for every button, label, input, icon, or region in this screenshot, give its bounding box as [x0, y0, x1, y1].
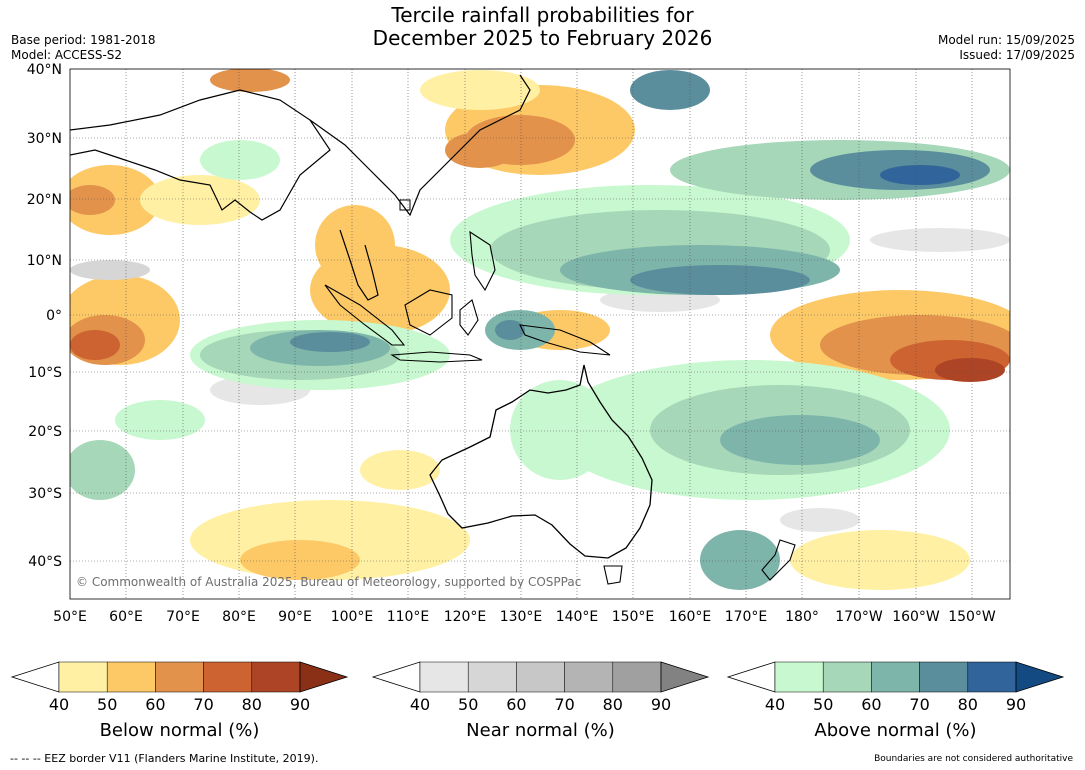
colorbar-segment	[564, 661, 614, 693]
colorbar-segment	[106, 661, 156, 693]
colorbar-tick-label: 50	[97, 695, 117, 714]
colorbar-title: Near normal (%)	[466, 720, 615, 741]
colorbar-segment	[467, 661, 517, 693]
australia-coastline	[429, 364, 653, 585]
latitude-label: 40°S	[28, 554, 62, 570]
copyright-notice: © Commonwealth of Australia 2025, Bureau…	[76, 575, 581, 589]
colorbar-tick-label: 70	[909, 695, 929, 714]
colorbar-3: 40 50 60 70 80 90 Above normal (%)	[726, 661, 1065, 741]
latitude-labels: 40°N 30°N 20°N 10°N 0° 10°S 20°S 30°S 40°S	[27, 62, 62, 570]
longitude-label: 140°E	[556, 609, 599, 625]
colorbar-tick-label: 80	[242, 695, 262, 714]
longitude-label: 170°E	[725, 609, 768, 625]
longitude-label: 70°E	[166, 609, 200, 625]
longitude-label: 150°E	[612, 609, 655, 625]
latitude-label: 30°S	[28, 486, 62, 502]
colorbar-tick-label: 40	[410, 695, 430, 714]
colorbar-segment	[612, 661, 662, 693]
colorbar-tick-label: 50	[458, 695, 478, 714]
colorbar-tick-label: 90	[1006, 695, 1026, 714]
colorbar-high-extension	[660, 661, 710, 693]
maritime-islands	[324, 199, 796, 581]
title-line-2: December 2025 to February 2026	[372, 26, 713, 50]
asia-coastline	[70, 74, 531, 301]
colorbar-1: 40 50 60 70 80 90 Below normal (%)	[10, 661, 349, 741]
map-title: Tercile rainfall probabilities for Decem…	[0, 4, 1085, 50]
colorbar-tick-label: 50	[813, 695, 833, 714]
latitude-label: 20°N	[27, 192, 62, 208]
longitude-label: 100°E	[331, 609, 374, 625]
model-info: Base period: 1981-2018 Model: ACCESS-S2	[11, 33, 156, 63]
latitude-label: 10°S	[28, 365, 62, 381]
colorbar-tick-label: 60	[145, 695, 165, 714]
latitude-label: 10°N	[27, 253, 62, 269]
colorbar-tick-label: 60	[506, 695, 526, 714]
colorbar-segment	[251, 661, 301, 693]
colorbar-low-extension	[726, 661, 776, 693]
colorbar-segment	[58, 661, 108, 693]
colorbar-segment	[871, 661, 920, 693]
longitude-label: 180°	[785, 609, 819, 625]
colorbar-low-extension	[10, 661, 60, 693]
colorbar-high-extension	[299, 661, 349, 693]
latitude-label: 30°N	[27, 131, 62, 147]
colorbar-low-extension	[371, 661, 421, 693]
colorbar-segment	[155, 661, 204, 693]
colorbar-high-extension	[1015, 661, 1065, 693]
latitude-label: 40°N	[27, 62, 62, 78]
longitude-label: 160°E	[669, 609, 712, 625]
latitude-label: 20°S	[28, 424, 62, 440]
colorbar-segment	[967, 661, 1017, 693]
eez-note: -- -- -- EEZ border V11 (Flanders Marine…	[10, 752, 319, 765]
map-area: © Commonwealth of Australia 2025, Bureau…	[70, 69, 1010, 599]
colorbar-title: Above normal (%)	[814, 720, 976, 741]
colorbar-tick-label: 40	[765, 695, 785, 714]
colorbar-tick-label: 90	[290, 695, 310, 714]
issued-date: Issued: 17/09/2025	[959, 48, 1075, 62]
longitude-label: 150°W	[948, 609, 996, 625]
base-period: Base period: 1981-2018	[11, 33, 156, 47]
run-info: Model run: 15/09/2025 Issued: 17/09/2025	[938, 33, 1075, 63]
model-name: Model: ACCESS-S2	[11, 48, 123, 62]
colorbar-segment	[919, 661, 969, 693]
colorbar-title: Below normal (%)	[100, 720, 260, 741]
boundaries-disclaimer: Boundaries are not considered authoritat…	[874, 754, 1073, 764]
longitude-label: 90°E	[278, 609, 312, 625]
colorbar-2: 40 50 60 70 80 90 Near normal (%)	[371, 661, 710, 741]
colorbar-segment	[516, 661, 565, 693]
colorbar-segment	[774, 661, 824, 693]
colorbar-tick-label: 40	[49, 695, 69, 714]
longitude-label: 130°E	[500, 609, 543, 625]
longitude-label: 60°E	[109, 609, 143, 625]
colorbar-segment	[822, 661, 872, 693]
colorbar-tick-label: 90	[651, 695, 671, 714]
title-line-1: Tercile rainfall probabilities for	[391, 3, 694, 27]
probability-shading	[70, 69, 1010, 590]
longitude-label: 80°E	[222, 609, 256, 625]
model-run: Model run: 15/09/2025	[937, 33, 1075, 47]
longitude-label: 170°W	[835, 609, 883, 625]
colorbar-tick-label: 70	[193, 695, 213, 714]
colorbar-tick-label: 60	[861, 695, 881, 714]
colorbar-tick-label: 80	[603, 695, 623, 714]
colorbars: 40 50 60 70 80 90 Below normal (%) 40 50 60 70 80 90…	[10, 661, 1065, 741]
longitude-label: 120°E	[444, 609, 487, 625]
longitude-label: 50°E	[53, 609, 87, 625]
graticule	[70, 69, 1010, 599]
map-frame	[69, 68, 1011, 600]
longitude-labels: 50°E 60°E 70°E 80°E 90°E 100°E 110°E 120°E 130°E…	[53, 609, 996, 625]
colorbar-segment	[203, 661, 253, 693]
colorbar-tick-label: 80	[958, 695, 978, 714]
longitude-label: 160°W	[892, 609, 940, 625]
colorbar-tick-label: 70	[554, 695, 574, 714]
latitude-label: 0°	[46, 308, 62, 324]
colorbar-segment	[419, 661, 469, 693]
longitude-label: 110°E	[387, 609, 430, 625]
